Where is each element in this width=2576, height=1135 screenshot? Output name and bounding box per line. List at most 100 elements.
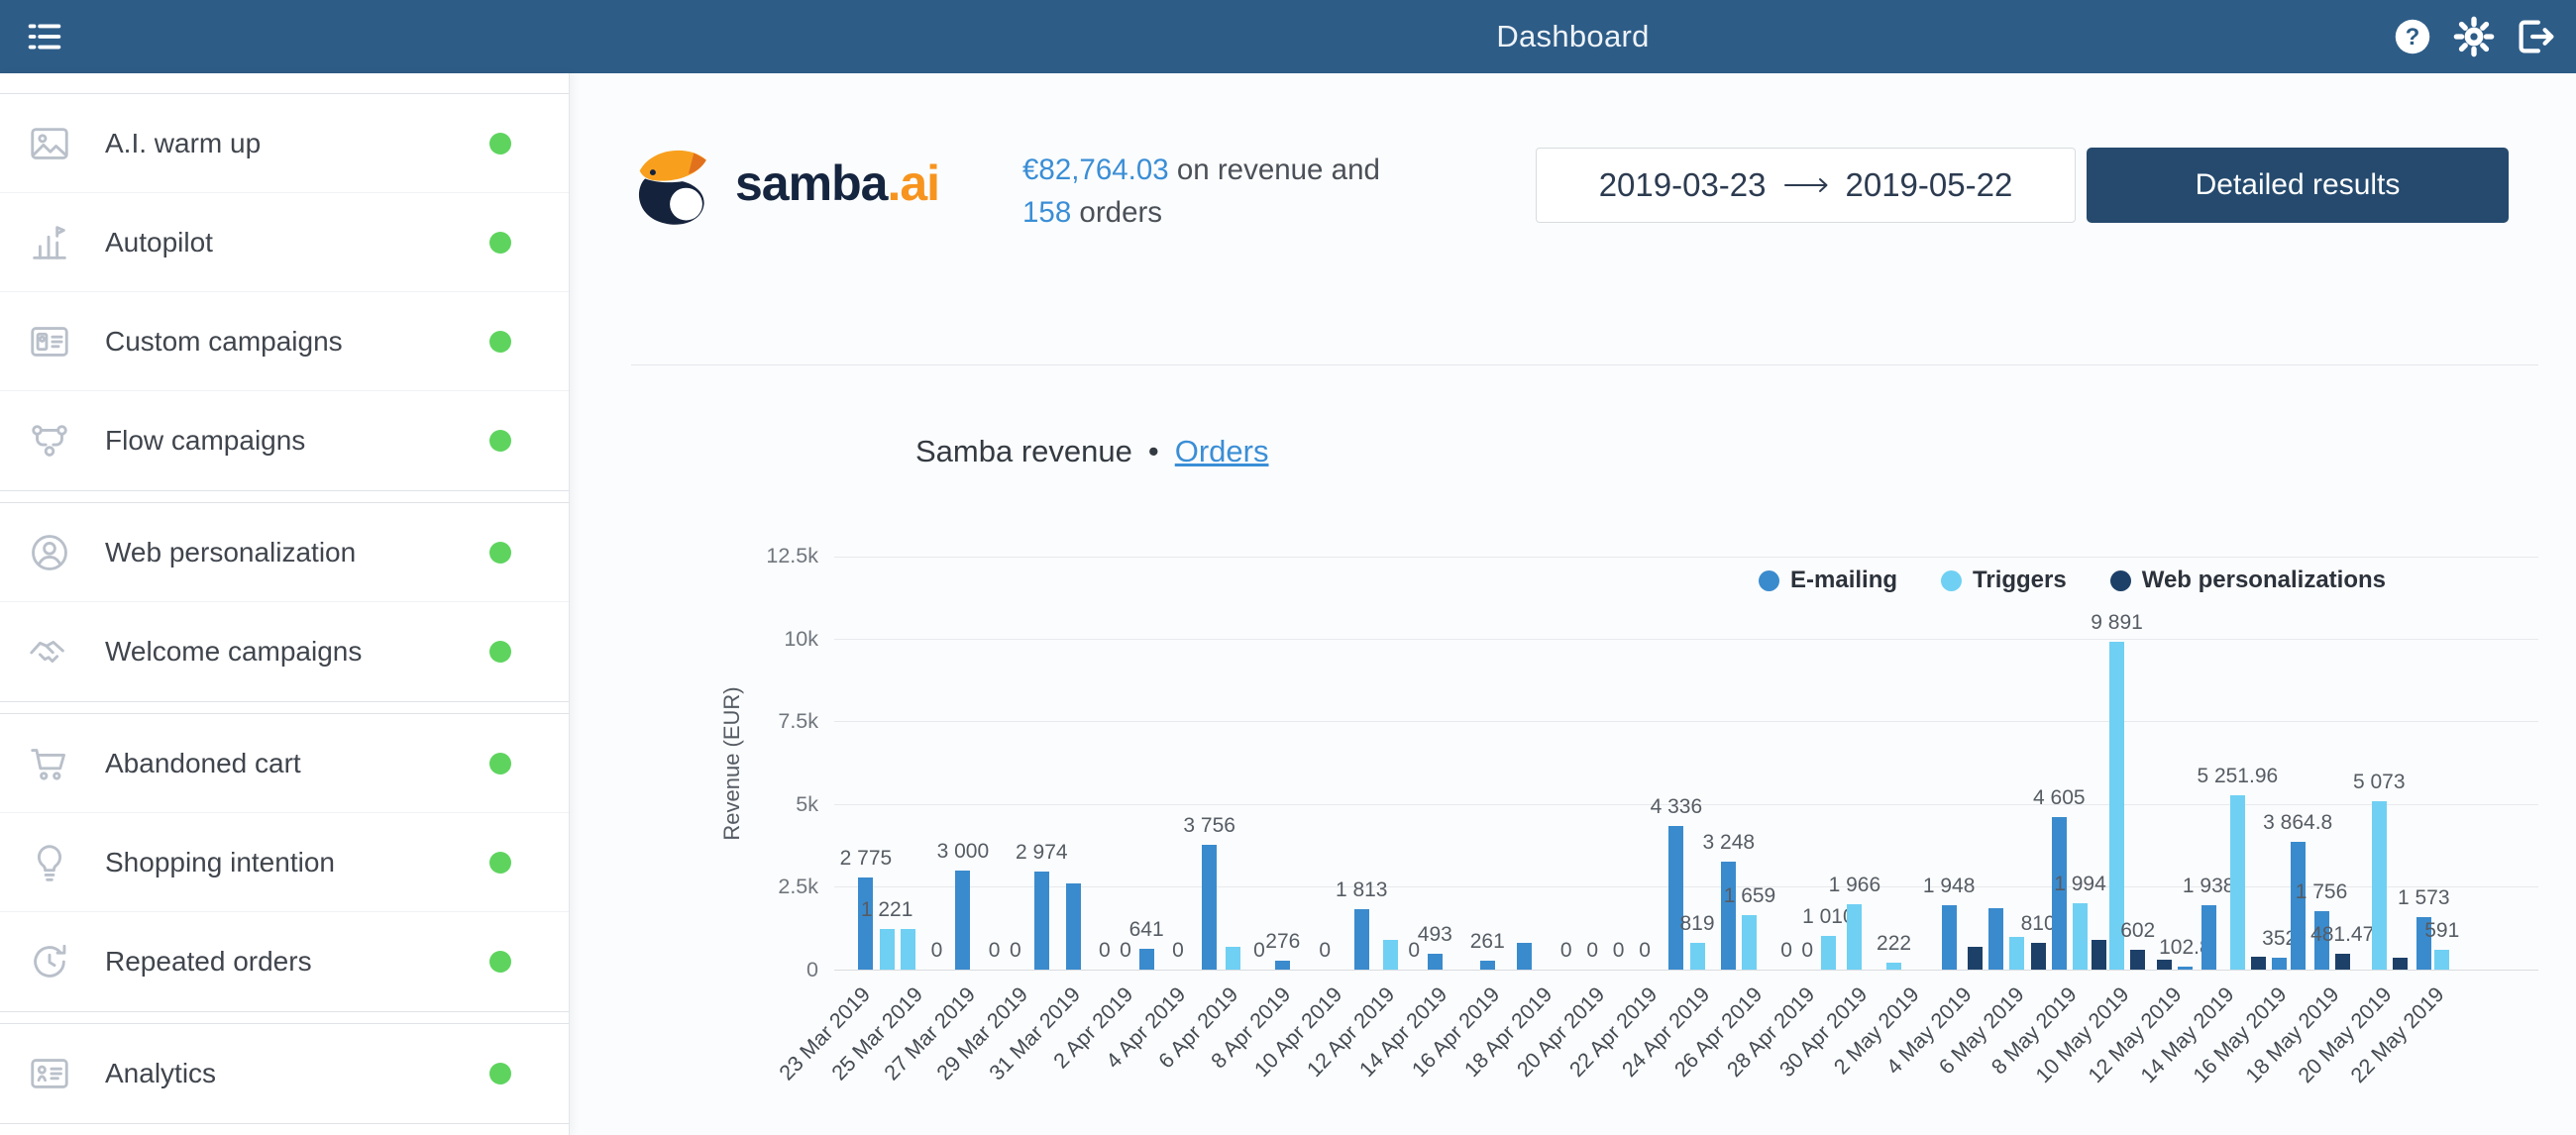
bar-emailing[interactable] [2051,817,2067,970]
bar-emailing[interactable] [1202,845,1218,970]
bar-emailing[interactable] [1479,961,1495,970]
date-start: 2019-03-23 [1598,166,1767,203]
bar-triggers[interactable] [1847,904,1863,970]
bar-webp[interactable] [2156,960,2172,970]
sidebar-item-flow-campaigns[interactable]: Flow campaigns [0,391,569,490]
y-tick-label: 12.5k [766,544,818,568]
bar-value-label: 602 [2120,918,2156,942]
bar-emailing[interactable] [1516,943,1532,970]
bar-webp[interactable] [1968,947,1984,970]
bar-value-label: 352 [2262,927,2298,951]
bar-webp[interactable] [2130,950,2146,970]
bar-triggers[interactable] [2434,950,2450,970]
help-button[interactable]: ? [2388,12,2437,61]
gridline [834,721,2538,723]
sidebar-section: Abandoned cart Shopping intention Repeated… [0,713,569,1012]
bar-triggers[interactable] [2229,795,2245,970]
card-list-icon [31,1059,68,1088]
bar-value-label: 0 [1319,939,1331,962]
svg-text:?: ? [2406,24,2420,51]
bar-triggers[interactable] [2009,937,2025,970]
sidebar: A.I. warm up Autopilot Custom campaigns Flo… [0,73,570,1135]
bar-emailing[interactable] [1427,954,1443,970]
revenue-line: €82,764.03 on revenue and [1022,154,1380,186]
bar-triggers[interactable] [1382,940,1398,970]
bar-value-label: 1 756 [2295,880,2348,904]
sidebar-section: Analytics [0,1023,569,1124]
settings-button[interactable] [2449,12,2499,61]
orders-link[interactable]: Orders [1174,434,1269,468]
bar-emailing[interactable] [2272,958,2288,970]
sidebar-item-welcome-campaigns[interactable]: Welcome campaigns [0,602,569,701]
legend-item-triggers[interactable]: Triggers [1941,567,2067,594]
bar-emailing[interactable] [1353,909,1369,970]
sidebar-item-repeated-orders[interactable]: Repeated orders [0,912,569,1011]
bar-webp[interactable] [2250,957,2266,970]
bar-emailing[interactable] [1065,883,1081,970]
date-range-input[interactable]: 2019-03-23 2019-05-22 [1536,148,2076,223]
menu-button[interactable] [20,12,69,61]
bar-triggers[interactable] [900,929,915,970]
sidebar-section: Web personalization Welcome campaigns [0,502,569,702]
bar-triggers[interactable] [1820,936,1836,970]
bar-emailing[interactable] [2177,967,2193,970]
sidebar-item-analytics[interactable]: Analytics [0,1024,569,1123]
gridline [834,886,2538,888]
bar-webp[interactable] [2392,958,2408,970]
bar-emailing[interactable] [1138,949,1154,970]
bar-emailing[interactable] [1033,872,1049,970]
bar-triggers[interactable] [2371,801,2387,970]
logout-button[interactable] [2511,12,2560,61]
handshake-icon [30,640,64,664]
bar-value-label: 481.47 [2310,922,2375,946]
status-dot [489,851,511,874]
bar-value-label: 0 [1408,939,1420,962]
bar-triggers[interactable] [1886,963,1902,970]
gear-icon [2453,16,2495,57]
bar-emailing[interactable] [1988,908,2004,970]
bar-webp[interactable] [2334,954,2350,970]
status-dot [489,330,511,353]
bar-emailing[interactable] [2290,842,2306,970]
bar-value-label: 5 073 [2352,771,2406,794]
sidebar-item-label: Welcome campaigns [105,636,363,667]
bar-triggers[interactable] [1226,947,1241,970]
bar-triggers[interactable] [1689,943,1705,970]
bar-chart-plot: E-mailing Triggers Web personalizations 23… [775,557,2538,1087]
bar-emailing[interactable] [2415,917,2431,970]
bar-emailing[interactable] [1668,826,1684,970]
bar-value-label: 641 [1128,917,1164,941]
bar-emailing[interactable] [955,871,971,970]
sidebar-item-abandoned-cart[interactable]: Abandoned cart [0,714,569,813]
bar-webp[interactable] [2030,943,2046,970]
bar-emailing[interactable] [2200,905,2216,970]
bar-emailing[interactable] [1941,905,1957,970]
sidebar-item-a-i-warm-up[interactable]: A.I. warm up [0,94,569,193]
bar-emailing[interactable] [1275,961,1291,970]
bar-triggers[interactable] [879,929,895,970]
legend-dot [1759,569,1779,591]
sidebar-item-autopilot[interactable]: Autopilot [0,193,569,292]
detailed-results-button[interactable]: Detailed results [2087,148,2509,223]
bar-webp[interactable] [2091,940,2106,970]
sidebar-item-label: Autopilot [105,226,213,258]
flow-icon [32,425,67,457]
bar-emailing[interactable] [858,877,874,970]
bar-triggers[interactable] [2073,903,2088,970]
logo-wordmark: samba.ai [735,155,940,211]
bar-value-label: 0 [1009,939,1021,962]
legend-item-emailing[interactable]: E-mailing [1759,567,1897,594]
bar-triggers[interactable] [1742,915,1758,970]
sidebar-item-web-personalization[interactable]: Web personalization [0,503,569,602]
date-end: 2019-05-22 [1845,166,2013,203]
status-dot [489,430,511,452]
legend-item-webp[interactable]: Web personalizations [2109,567,2386,594]
bar-emailing[interactable] [2313,911,2329,970]
bar-value-label: 493 [1417,922,1452,946]
bar-triggers[interactable] [2109,642,2125,970]
sidebar-item-custom-campaigns[interactable]: Custom campaigns [0,292,569,391]
bar-value-label: 1 813 [1335,878,1388,902]
bar-emailing[interactable] [1721,862,1737,970]
bar-value-label: 102.8 [2159,935,2211,959]
sidebar-item-shopping-intention[interactable]: Shopping intention [0,813,569,912]
